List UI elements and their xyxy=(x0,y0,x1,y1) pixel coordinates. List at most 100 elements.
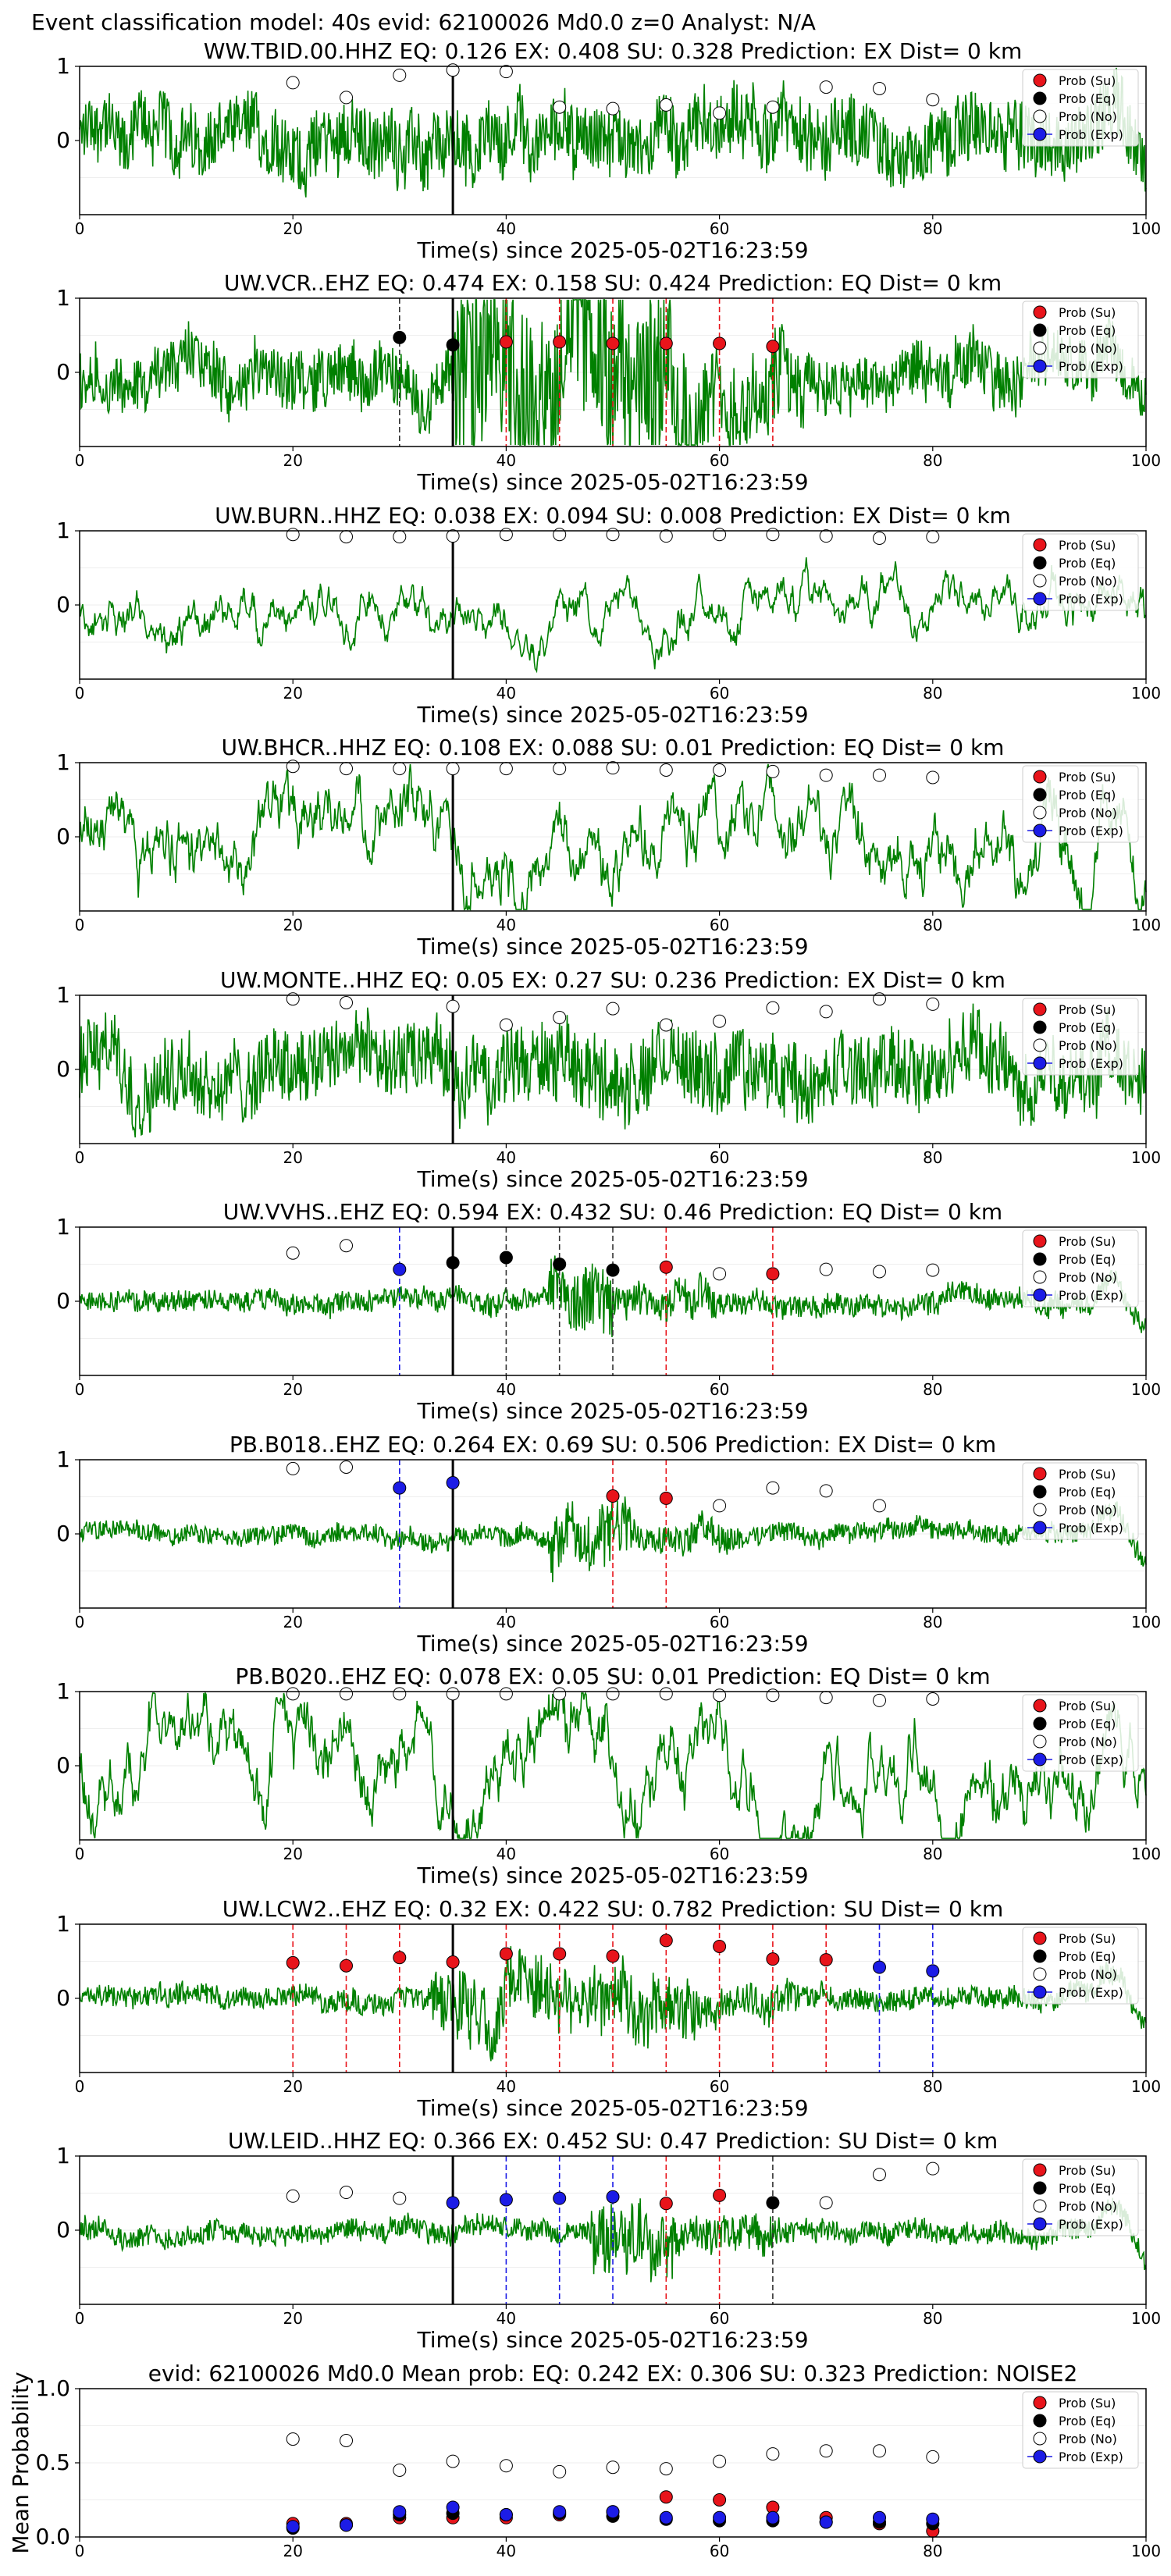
legend-marker-su xyxy=(1033,1002,1047,1016)
x-tick-label: 80 xyxy=(923,684,942,703)
prob-marker-eq xyxy=(446,1256,460,1270)
prob-marker-no xyxy=(393,2191,407,2205)
x-tick-label: 60 xyxy=(710,916,729,934)
prob-marker-no xyxy=(286,2189,300,2203)
legend-box xyxy=(1022,533,1139,611)
prob-marker-no xyxy=(393,530,407,544)
legend-label-exp: Prob (Exp) xyxy=(1059,1288,1123,1303)
x-tick-label: 100 xyxy=(1131,451,1161,470)
legend-marker-exp xyxy=(1033,1288,1047,1302)
axes-frame xyxy=(79,2155,1147,2305)
prob-marker-no xyxy=(553,1011,567,1024)
y-tick-label: 1 xyxy=(56,1446,70,1472)
prob-marker-no xyxy=(819,1262,833,1276)
x-tick-label: 60 xyxy=(710,451,729,470)
prob-marker-no xyxy=(606,761,620,775)
prob-marker-no xyxy=(340,996,353,1009)
prob-marker-no xyxy=(819,2196,833,2210)
prob-marker-no xyxy=(446,529,460,543)
prob-marker-su xyxy=(766,1952,780,1966)
legend-label-su: Prob (Su) xyxy=(1059,1002,1116,1017)
x-tick-label: 0 xyxy=(75,2309,85,2328)
legend-marker-su xyxy=(1033,538,1047,552)
legend-marker-eq xyxy=(1033,2414,1047,2428)
prob-marker-no xyxy=(926,770,940,785)
station-panel-6: PB.B018..EHZ EQ: 0.264 EX: 0.69 SU: 0.50… xyxy=(56,1432,1161,1656)
x-axis-label: Time(s) since 2025-05-02T16:23:59 xyxy=(416,237,808,263)
prob-marker-su xyxy=(553,1947,567,1961)
x-tick-label: 80 xyxy=(923,2542,942,2560)
mean-prob-marker-su xyxy=(713,2493,727,2507)
prob-marker-no xyxy=(766,1001,780,1015)
y-tick-label: 1 xyxy=(56,749,70,775)
prob-marker-no xyxy=(553,100,567,114)
waveform-trace xyxy=(79,67,1147,197)
legend-label-su: Prob (Su) xyxy=(1059,73,1116,88)
mean-prob-marker-no xyxy=(713,2454,727,2468)
x-axis-label: Time(s) since 2025-05-02T16:23:59 xyxy=(416,1398,808,1424)
x-tick-label: 40 xyxy=(497,2077,516,2096)
legend-marker-no xyxy=(1033,2432,1047,2446)
mean-prob-marker-no xyxy=(340,2434,353,2447)
prob-marker-no xyxy=(606,528,620,542)
mean-prob-marker-no xyxy=(606,2460,620,2475)
legend-label-no: Prob (No) xyxy=(1059,1503,1117,1517)
prob-marker-no xyxy=(446,63,460,77)
mean-prob-marker-exp xyxy=(606,2505,620,2519)
prob-marker-no xyxy=(659,1687,673,1701)
prob-marker-no xyxy=(713,1267,727,1281)
prob-marker-su xyxy=(659,1491,673,1505)
prob-marker-no xyxy=(819,768,833,782)
prob-marker-no xyxy=(713,1499,727,1513)
y-tick-label: 1 xyxy=(56,285,70,311)
prob-marker-su xyxy=(499,335,513,349)
prob-marker-su xyxy=(499,1947,513,1961)
prob-marker-no xyxy=(819,80,833,94)
legend-marker-eq xyxy=(1033,788,1047,802)
prob-marker-no xyxy=(553,1687,567,1701)
legend-box xyxy=(1022,69,1139,147)
x-tick-label: 60 xyxy=(710,219,729,238)
x-tick-label: 0 xyxy=(75,1148,85,1167)
legend-marker-no xyxy=(1033,1038,1047,1052)
legend-label-eq: Prob (Eq) xyxy=(1059,556,1116,571)
x-tick-label: 40 xyxy=(497,1148,516,1167)
legend-marker-exp xyxy=(1033,1985,1047,1999)
prob-marker-no xyxy=(340,2186,353,2200)
prob-marker-su xyxy=(659,1260,673,1274)
mean-prob-marker-exp xyxy=(553,2505,567,2519)
mean-prob-marker-exp xyxy=(659,2510,673,2524)
prob-marker-no xyxy=(873,1265,886,1279)
legend-label-su: Prob (Su) xyxy=(1059,2163,1116,2178)
prob-marker-su xyxy=(606,1489,620,1503)
legend-box xyxy=(1022,1462,1139,1540)
x-tick-label: 100 xyxy=(1131,1380,1161,1399)
legend-label-no: Prob (No) xyxy=(1059,574,1117,589)
x-tick-label: 20 xyxy=(283,2542,302,2560)
x-tick-label: 20 xyxy=(283,2309,302,2328)
x-tick-label: 60 xyxy=(710,2077,729,2096)
legend-label-exp: Prob (Exp) xyxy=(1059,1752,1123,1767)
y-tick-label: 1 xyxy=(56,1678,70,1704)
x-axis-label: Time(s) since 2025-05-02T16:23:59 xyxy=(416,2327,808,2353)
legend-label-exp: Prob (Exp) xyxy=(1059,359,1123,374)
legend-label-no: Prob (No) xyxy=(1059,1967,1117,1982)
x-tick-label: 60 xyxy=(710,2309,729,2328)
legend-label-eq: Prob (Eq) xyxy=(1059,91,1116,106)
prob-marker-su xyxy=(393,1951,407,1965)
legend-marker-no xyxy=(1033,806,1047,820)
waveform-trace xyxy=(79,763,1147,911)
prob-marker-su xyxy=(606,336,620,350)
prob-marker-su xyxy=(766,340,780,354)
x-axis-label: Time(s) since 2025-05-02T16:23:59 xyxy=(416,1631,808,1656)
prob-marker-no xyxy=(659,763,673,777)
x-tick-label: 80 xyxy=(923,219,942,238)
legend-label-eq: Prob (Eq) xyxy=(1059,788,1116,802)
x-tick-label: 0 xyxy=(75,2542,85,2560)
y-tick-label: 1 xyxy=(56,982,70,1008)
legend-label-no: Prob (No) xyxy=(1059,1038,1117,1053)
prob-marker-su xyxy=(713,1940,727,1953)
x-tick-label: 0 xyxy=(75,451,85,470)
prob-marker-no xyxy=(340,762,353,776)
